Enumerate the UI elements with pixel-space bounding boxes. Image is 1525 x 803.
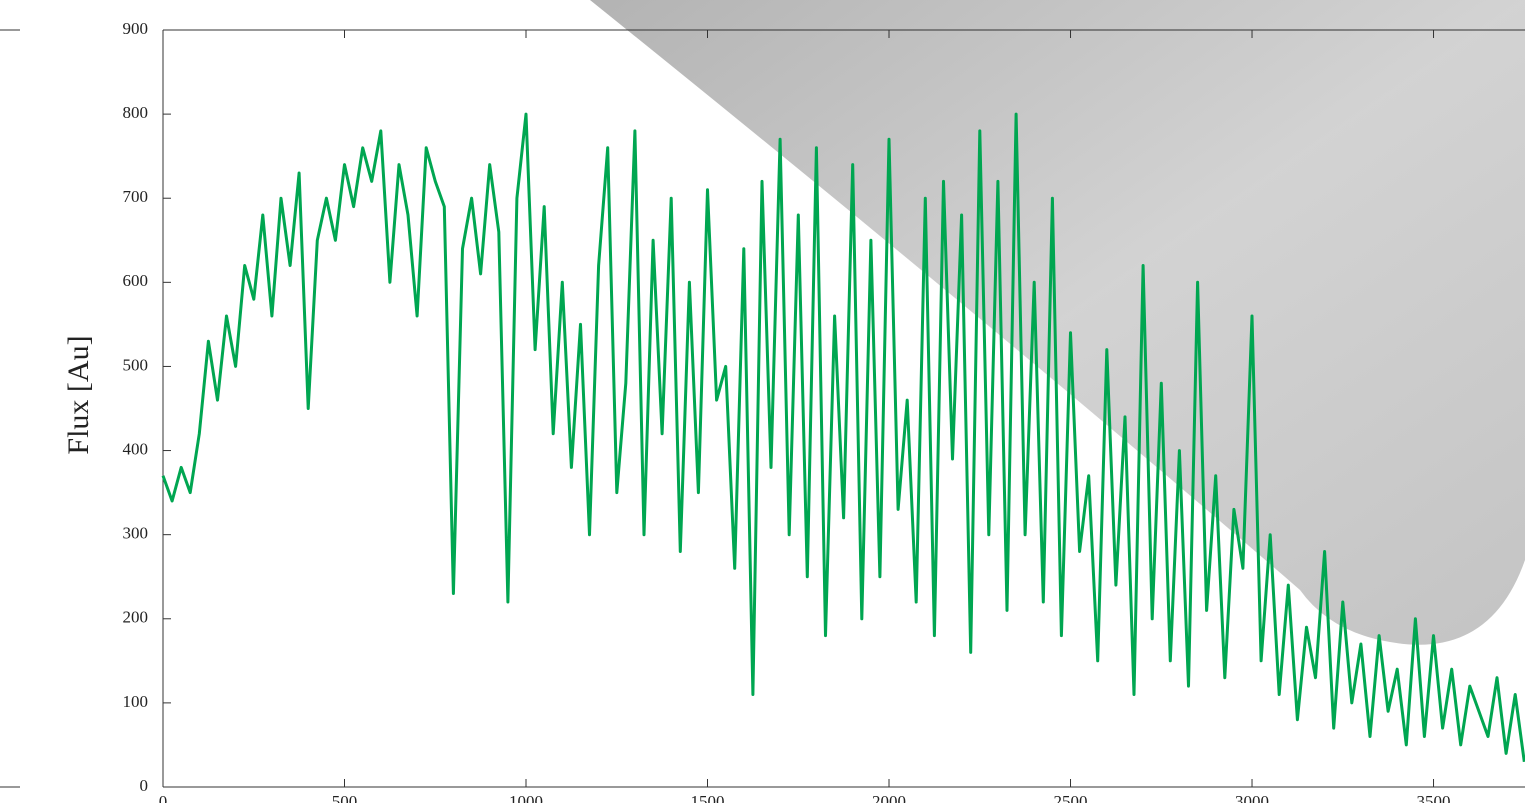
y-tick-label: 600: [123, 271, 149, 290]
y-tick-label: 200: [123, 608, 149, 627]
x-tick-label: 2000: [872, 792, 906, 803]
x-tick-label: 3000: [1235, 792, 1269, 803]
background-image: [590, 0, 1525, 645]
x-tick-label: 1500: [691, 792, 725, 803]
y-tick-label: 800: [123, 103, 149, 122]
y-tick-label: 900: [123, 19, 149, 38]
x-tick-label: 3500: [1417, 792, 1451, 803]
y-tick-label: 500: [123, 355, 149, 374]
y-tick-label: 300: [123, 524, 149, 543]
y-tick-label: 0: [140, 776, 149, 795]
x-tick-label: 500: [332, 792, 358, 803]
chart: 0 100 200 300 400 500 600 700 800 900 0 500 1000 1500…: [0, 0, 1525, 803]
x-tick-label: 1000: [509, 792, 543, 803]
y-axis-label: Flux [Au]: [62, 335, 95, 454]
x-tick-label: 2500: [1054, 792, 1088, 803]
y-tick-label: 700: [123, 187, 149, 206]
y-tick-label: 100: [123, 692, 149, 711]
x-tick-label: 0: [159, 792, 168, 803]
y-tick-label: 400: [123, 439, 149, 458]
